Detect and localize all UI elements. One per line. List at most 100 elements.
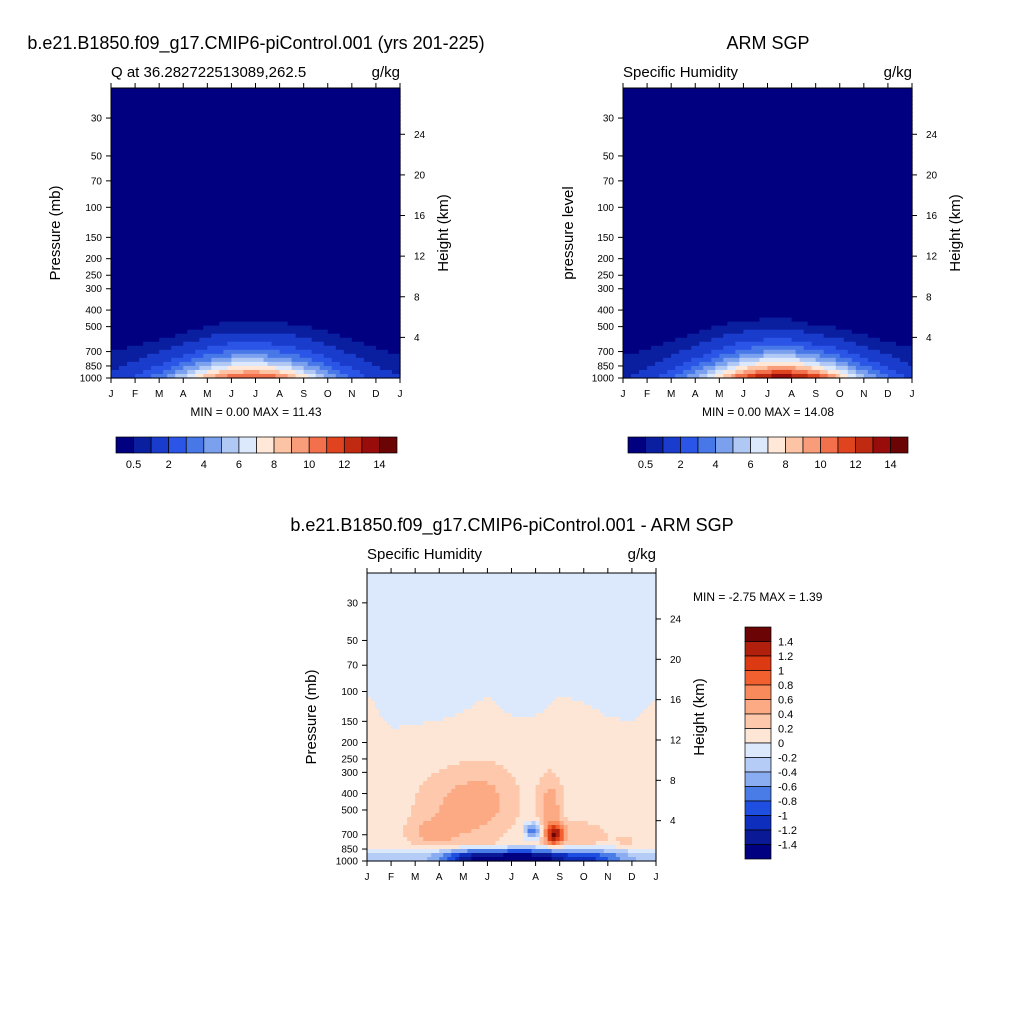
field-cell [335, 337, 341, 343]
field-cell [371, 116, 377, 121]
field-cell [387, 233, 393, 238]
field-cell [147, 329, 152, 335]
field-cell [255, 144, 261, 150]
field-cell [295, 204, 301, 210]
field-cell [227, 321, 233, 327]
field-cell [247, 289, 253, 295]
field-cell [195, 329, 200, 335]
field-cell [387, 188, 393, 194]
field-cell [259, 305, 265, 311]
field-cell [199, 148, 204, 154]
field-cell [131, 92, 136, 97]
field-cell [199, 253, 204, 258]
field-cell [147, 261, 152, 266]
field-cell [263, 148, 269, 154]
field-cell [131, 277, 136, 282]
field-cell [167, 228, 172, 234]
field-cell [191, 241, 196, 246]
field-cell [143, 120, 148, 125]
field-cell [351, 305, 357, 311]
field-cell [323, 245, 329, 250]
field-cell [183, 176, 188, 182]
field-cell [255, 228, 261, 234]
field-cell [363, 188, 369, 194]
field-cell [147, 361, 152, 367]
field-cell [147, 188, 152, 194]
field-cell [167, 204, 172, 210]
field-cell [291, 100, 297, 105]
field-cell [151, 104, 156, 109]
field-cell [215, 325, 220, 331]
field-cell [303, 289, 309, 295]
field-cell [371, 188, 377, 194]
field-cell [163, 321, 168, 327]
field-cell [315, 108, 321, 113]
field-cell [359, 233, 365, 238]
field-cell [211, 96, 216, 101]
field-cell [335, 289, 341, 295]
field-cell [175, 184, 180, 190]
field-cell [355, 321, 361, 327]
field-cell [255, 108, 261, 113]
field-cell [211, 212, 216, 218]
field-cell [395, 301, 401, 307]
field-cell [299, 152, 305, 158]
field-cell [307, 305, 313, 311]
field-cell [371, 321, 377, 327]
field-cell [319, 88, 325, 93]
field-cell [175, 180, 180, 186]
field-cell [111, 321, 116, 327]
field-cell [175, 104, 180, 109]
field-cell [167, 237, 172, 242]
field-cell [219, 333, 224, 339]
field-cell [263, 144, 269, 150]
field-cell [159, 108, 164, 113]
field-cell [167, 277, 172, 282]
field-cell [339, 168, 345, 174]
field-cell [335, 152, 341, 158]
field-cell [283, 168, 289, 174]
field-cell [303, 112, 309, 117]
field-cell [295, 289, 301, 295]
field-cell [247, 92, 253, 97]
field-cell [347, 273, 353, 278]
field-cell [163, 184, 168, 190]
field-cell [395, 172, 401, 178]
field-cell [379, 136, 385, 141]
field-cell [247, 305, 253, 311]
field-cell [115, 249, 120, 254]
field-cell [115, 188, 120, 194]
field-cell [267, 216, 273, 222]
field-cell [295, 212, 301, 218]
field-cell [331, 285, 337, 290]
field-cell [355, 353, 361, 359]
field-cell [291, 200, 297, 206]
field-cell [335, 136, 341, 141]
field-cell [111, 349, 116, 355]
field-cell [311, 305, 317, 311]
field-cell [227, 305, 233, 311]
field-cell [299, 233, 305, 238]
field-cell [287, 321, 293, 327]
field-cell [383, 180, 389, 186]
field-cell [311, 281, 317, 286]
field-cell [295, 224, 301, 230]
field-cell [171, 341, 176, 347]
field-cell [339, 212, 345, 218]
field-cell [383, 140, 389, 145]
field-cell [135, 349, 140, 355]
field-cell [119, 120, 124, 125]
field-cell [163, 216, 168, 222]
field-cell [251, 228, 257, 234]
field-cell [367, 293, 373, 299]
field-cell [327, 200, 333, 206]
field-cell [111, 245, 116, 250]
field-cell [279, 277, 285, 282]
field-cell [211, 112, 216, 117]
field-cell [251, 357, 257, 363]
field-cell [307, 357, 313, 363]
field-cell [183, 148, 188, 154]
field-cell [127, 116, 132, 121]
field-cell [203, 200, 208, 206]
field-cell [159, 241, 164, 246]
